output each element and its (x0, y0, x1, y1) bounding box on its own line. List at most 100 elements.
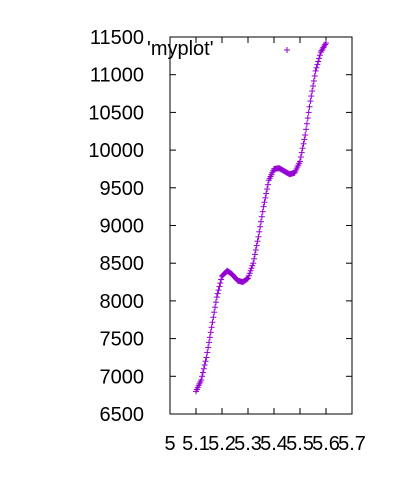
data-point (249, 262, 256, 269)
data-point (261, 199, 268, 206)
y-tick-label: 8000 (100, 291, 145, 313)
data-point (313, 64, 320, 71)
y-tick-label: 10000 (88, 140, 144, 162)
data-point (264, 181, 271, 188)
data-point (198, 377, 205, 384)
y-tick-label: 7000 (100, 366, 145, 388)
data-point (206, 334, 213, 341)
x-tick-label: 5.4 (260, 433, 288, 455)
y-tick-label: 11000 (90, 65, 144, 87)
data-point (253, 242, 260, 249)
data-point (213, 294, 220, 301)
data-point (308, 93, 315, 100)
data-point (298, 149, 305, 156)
data-point (258, 218, 264, 225)
legend: 'myplot' (147, 38, 290, 60)
x-axis: 5 5.15.25.35.45.55.65.7 (164, 37, 366, 455)
data-point (309, 88, 316, 95)
data-point (211, 309, 218, 316)
data-point (214, 290, 221, 297)
data-point (316, 55, 323, 62)
x-tick-label: 5.7 (338, 433, 366, 455)
data-point (200, 365, 207, 372)
data-point (209, 319, 216, 326)
data-point (315, 58, 322, 65)
data-point (304, 115, 311, 122)
data-point (297, 154, 304, 161)
data-point (314, 61, 321, 68)
y-tick-label: 11500 (90, 27, 144, 49)
data-point (199, 373, 206, 380)
data-point (256, 228, 263, 235)
data-point (264, 186, 271, 193)
data-point (244, 275, 251, 282)
data-point (250, 260, 257, 267)
data-point (307, 98, 314, 105)
data-point (297, 158, 303, 165)
data-point (310, 83, 316, 90)
data-point (251, 255, 258, 262)
data-point (306, 103, 313, 110)
data-point (210, 314, 217, 321)
legend-plus-marker (284, 47, 290, 53)
data-point (312, 67, 319, 74)
data-point (206, 339, 212, 346)
data-point (207, 329, 214, 336)
x-tick-label: 5.6 (312, 433, 340, 455)
data-point (218, 276, 225, 283)
data-point (310, 77, 317, 84)
data-point (216, 283, 223, 290)
data-point (248, 265, 255, 272)
scatter-points (193, 40, 329, 395)
data-point (311, 72, 318, 79)
data-point (301, 136, 308, 143)
data-point (246, 270, 253, 277)
plot-frame (169, 36, 353, 415)
data-point (205, 344, 212, 351)
data-point (323, 40, 329, 47)
y-tick-label: 8500 (100, 253, 145, 275)
y-tick-label: 10500 (88, 102, 144, 124)
data-point (299, 145, 306, 152)
data-point (245, 275, 251, 282)
data-point (255, 233, 262, 240)
data-point (252, 247, 259, 254)
x-tick-label: 5.1 (182, 433, 210, 455)
data-point (302, 132, 309, 139)
data-point (303, 126, 310, 133)
data-point (203, 354, 210, 361)
data-point (259, 208, 266, 215)
data-point (208, 324, 215, 331)
data-point (316, 52, 323, 59)
data-point (257, 223, 264, 230)
data-point (199, 369, 206, 376)
data-point (212, 299, 219, 306)
data-point (260, 203, 267, 210)
y-tick-label: 9000 (100, 216, 145, 238)
legend-marker (284, 47, 290, 53)
legend-label: 'myplot' (147, 38, 214, 60)
data-point (263, 190, 270, 197)
y-tick-label: 9500 (100, 178, 145, 200)
data-point (217, 280, 224, 287)
data-point (247, 267, 254, 274)
data-point (251, 251, 258, 258)
data-point (303, 120, 310, 127)
data-point (245, 272, 252, 279)
y-tick-label: 7500 (100, 329, 145, 351)
data-point (254, 238, 261, 245)
data-point (204, 349, 211, 356)
x-tick-label: 5.2 (208, 433, 236, 455)
data-point (258, 213, 265, 220)
x-tick-label: 5.5 (286, 433, 314, 455)
data-point (212, 304, 219, 311)
y-tick-label: 6500 (100, 404, 145, 426)
data-point (202, 358, 209, 365)
data-point (262, 194, 269, 201)
x-tick-label: 5 (164, 433, 175, 455)
x-tick-label: 5.3 (234, 433, 262, 455)
data-point (201, 361, 208, 368)
y-axis: 6500 7000 7500 8000 8500 9000 9500 10000 10500 11… (88, 27, 352, 426)
data-point (215, 287, 222, 294)
